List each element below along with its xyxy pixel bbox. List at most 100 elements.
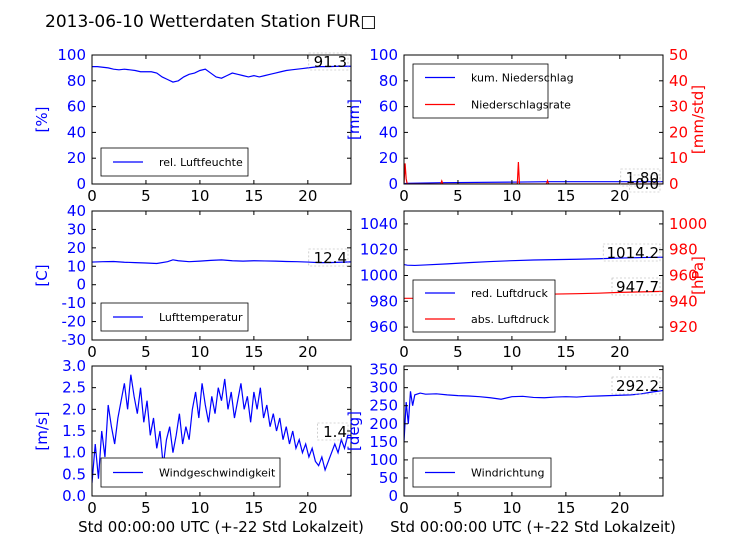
x-tick-label: 5 <box>453 499 463 517</box>
y-tick-label: 200 <box>369 415 398 433</box>
axes-frame <box>403 365 664 497</box>
y-tick-label: 0 <box>388 487 398 505</box>
y-tick-label: 80 <box>67 72 86 90</box>
axes-frame <box>91 54 352 185</box>
series-line-precipitation-1 <box>404 162 663 184</box>
y2-tick-label: 960 <box>669 267 698 285</box>
x-tick-label: 0 <box>399 187 409 205</box>
x-tick-label: 20 <box>298 499 317 517</box>
y-tick-label: 1040 <box>360 215 398 233</box>
y-tick-label: 0.5 <box>62 465 86 483</box>
y-tick-label: 20 <box>67 239 86 257</box>
y-tick-label: 960 <box>369 318 398 336</box>
x-tick-label: 10 <box>502 343 521 361</box>
y-axis-label: [C] <box>33 264 51 286</box>
y-tick-label: 1.0 <box>62 444 86 462</box>
x-tick-label: 5 <box>453 343 463 361</box>
series-line-wind-direction-0 <box>404 389 663 442</box>
y-tick-label: 100 <box>369 451 398 469</box>
x-tick-label: 15 <box>556 499 575 517</box>
y2-tick-label: 50 <box>669 46 688 64</box>
y-tick-label: 300 <box>369 379 398 397</box>
x-tick-label: 10 <box>502 499 521 517</box>
y-tick-label: 1.5 <box>62 422 86 440</box>
series-line-temperature-0 <box>92 259 351 265</box>
y-tick-label: 60 <box>379 98 398 116</box>
series-line-precipitation-0 <box>404 181 663 184</box>
current-value-label: 12.4 <box>314 249 347 267</box>
panel-wind-direction: 0 5 10 15 20050100150200250300350[deg]Windri… <box>345 361 664 517</box>
y-tick-label: 40 <box>379 123 398 141</box>
x-tick-label: 5 <box>141 499 151 517</box>
panel-wind-speed: 0 5 10 15 20 0.0 0.5 1.0 1.5 2.0 2.5 3.0 [m/s] Windge… <box>33 357 352 517</box>
x-tick-label: 0 <box>87 343 97 361</box>
x-tick-label: 20 <box>298 343 317 361</box>
y-tick-label: 10 <box>67 257 86 275</box>
y-tick-label: 2.5 <box>62 379 86 397</box>
y-tick-label: 0 <box>76 175 86 193</box>
y-tick-label: 3.0 <box>62 357 86 375</box>
x-tick-label: 15 <box>556 187 575 205</box>
legend-label: rel. Luftfeuchte <box>159 156 243 169</box>
y2-tick-label: 920 <box>669 318 698 336</box>
legend-label: Windgeschwindigkeit <box>159 467 276 480</box>
y-tick-label: -20 <box>62 313 87 331</box>
y2-tick-label: 940 <box>669 292 698 310</box>
legend-box <box>100 457 281 488</box>
y2-axis-label: [hPa] <box>689 256 707 295</box>
x-tick-label: 0 <box>87 187 97 205</box>
x-axis-label-right: Std 00:00:00 UTC (+-22 Std Lokalzeit) <box>390 518 676 536</box>
x-tick-label: 0 <box>399 343 409 361</box>
y-tick-label: 40 <box>67 123 86 141</box>
y2-axis-label: [mm/std] <box>689 85 707 154</box>
series-line-humidity-0 <box>92 65 351 83</box>
legend-label: abs. Luftdruck <box>471 313 550 326</box>
y-tick-label: -10 <box>62 294 87 312</box>
current-value-box <box>602 243 661 262</box>
y-tick-label: 20 <box>67 149 86 167</box>
x-tick-label: 10 <box>190 499 209 517</box>
current-value-box <box>611 376 661 395</box>
y-tick-label: 20 <box>379 149 398 167</box>
x-tick-label: 15 <box>556 343 575 361</box>
y-tick-label: 30 <box>67 220 86 238</box>
y-tick-label: 350 <box>369 361 398 379</box>
y-tick-label: 100 <box>369 46 398 64</box>
legend-label: red. Luftdruck <box>471 287 548 300</box>
y-tick-label: 40 <box>67 202 86 220</box>
panel-humidity: 0 5 10 15 20 0 20 40 60 80 100 [%] rel. Luftfeuchte 9… <box>33 46 352 205</box>
x-tick-label: 20 <box>298 187 317 205</box>
y-tick-label: 980 <box>369 292 398 310</box>
y-axis-label: [%] <box>33 107 51 133</box>
y2-tick-label: 1000 <box>669 215 707 233</box>
panel-temperature: 0 5 10 15 20-30-20-10010203040[C]Lufttempera… <box>33 202 352 361</box>
panel-precipitation: 0 5 10 15 20 0 20 40 60 80 100 0 10 20 30 40 50 [mm] [mm/s… <box>345 46 707 205</box>
legend-label: kum. Niederschlag <box>471 72 574 85</box>
y2-tick-label: 980 <box>669 241 698 259</box>
y2-tick-label: 0 <box>669 175 679 193</box>
y-tick-label: 1020 <box>360 241 398 259</box>
y-tick-label: 0 <box>76 276 86 294</box>
y-tick-label: 2.0 <box>62 400 86 418</box>
y-tick-label: 50 <box>379 469 398 487</box>
current-value-label: 292.2 <box>616 377 659 395</box>
y2-tick-label: 40 <box>669 72 688 90</box>
y-tick-label: 80 <box>379 72 398 90</box>
y-axis-label: [mm] <box>345 99 363 140</box>
x-tick-label: 10 <box>190 343 209 361</box>
series-line-pressure-0 <box>404 256 663 267</box>
y-axis-label: [deg] <box>345 411 363 451</box>
current-value-label: 1.80 <box>626 169 659 187</box>
legend-box <box>412 63 549 119</box>
x-tick-label: 0 <box>87 499 97 517</box>
y2-tick-label: 20 <box>669 123 688 141</box>
x-tick-label: 5 <box>141 187 151 205</box>
figure-title: 2013-06-10 Wetterdaten Station FUR□ <box>45 12 376 32</box>
series-line-wind-speed-0 <box>92 374 351 484</box>
y-tick-label: 1000 <box>360 267 398 285</box>
y2-tick-label: 10 <box>669 149 688 167</box>
y2-tick-label: 30 <box>669 98 688 116</box>
axes-frame <box>403 54 664 185</box>
